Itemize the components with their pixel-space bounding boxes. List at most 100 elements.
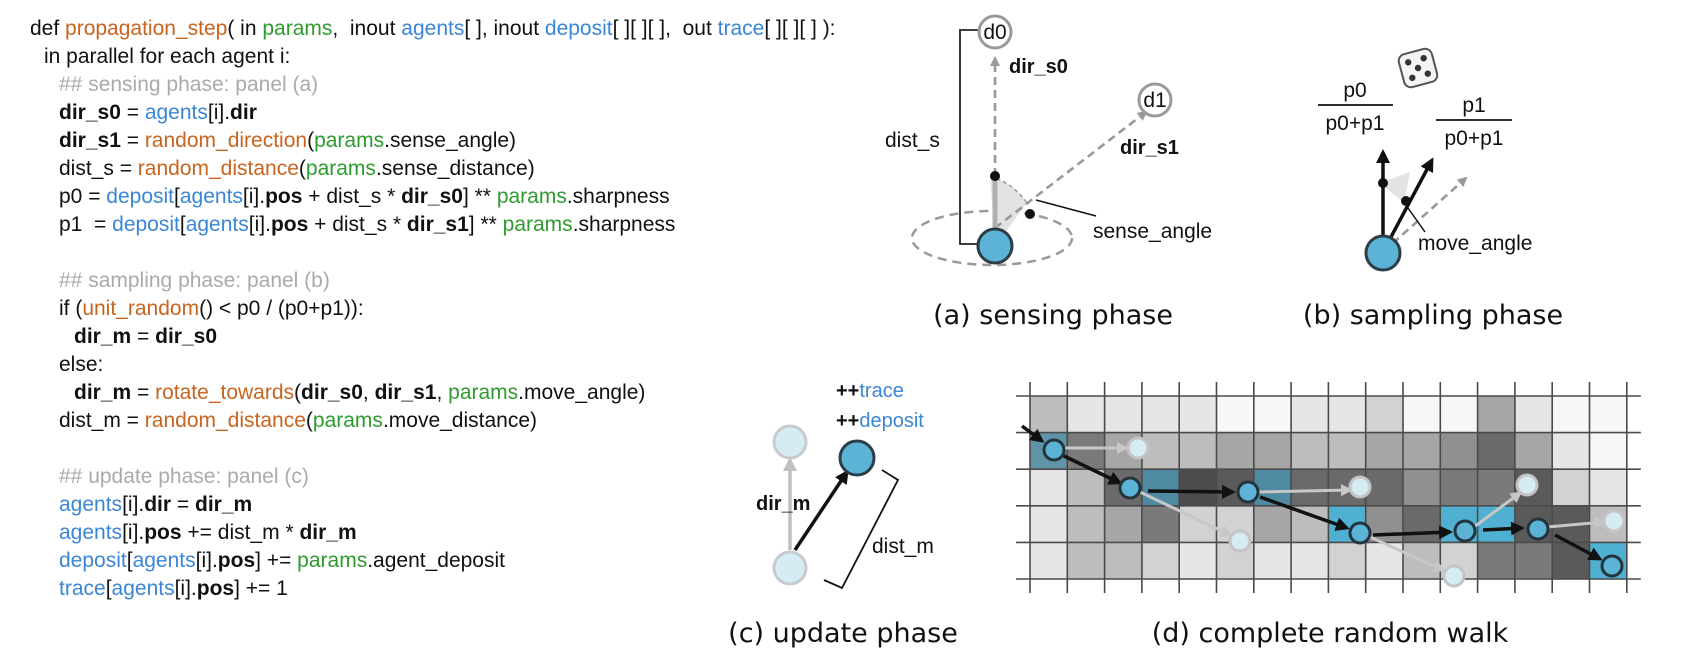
p1-denominator: p0+p1	[1445, 127, 1504, 150]
dist-m-label: dist_m	[872, 535, 934, 558]
sense-distance-ellipse	[910, 209, 1074, 267]
code-line-14: dist_m = random_distance(params.move_dis…	[59, 409, 538, 432]
grid-cell	[1141, 396, 1180, 434]
grid-cell	[1440, 469, 1479, 507]
grid-cell	[1253, 505, 1292, 543]
panel-d-random-walk: (d) complete random walk	[1016, 382, 1641, 649]
caption-b: (b) sampling phase	[1303, 300, 1563, 331]
walk-agent-2	[1118, 476, 1142, 500]
grid-cell	[1216, 432, 1255, 470]
walk-step-5	[1482, 521, 1525, 536]
reject-arrow-4	[1369, 535, 1446, 572]
grid-cell	[1179, 396, 1218, 434]
grid-cell	[1179, 505, 1218, 543]
code-line-16: agents[i].dir = dir_m	[59, 493, 253, 516]
code-line-5: dir_s1 = random_direction(params.sense_a…	[59, 129, 517, 152]
walk-agent-5	[1453, 519, 1477, 543]
walk-agent-7	[1600, 554, 1624, 578]
code-comment-sensing: ## sensing phase: panel (a)	[59, 73, 319, 96]
grid-cell	[1141, 469, 1180, 507]
grid-cell	[1477, 396, 1516, 434]
dice-icon	[1397, 47, 1439, 89]
sense-angle-leader	[1035, 199, 1097, 217]
code-comment-sampling: ## sampling phase: panel (b)	[59, 269, 330, 292]
sample-point-s0	[1378, 178, 1388, 188]
agent-ghost-top	[772, 424, 808, 460]
grid-cell	[1067, 432, 1106, 470]
caption-a: (a) sensing phase	[933, 300, 1173, 331]
code-line-10: if (unit_random() < p0 / (p0+p1)):	[59, 297, 364, 320]
reject-arrow-3	[1139, 490, 1233, 537]
code-line-11: dir_m = dir_s0	[74, 325, 217, 348]
grid-cell	[1477, 432, 1516, 470]
walk-agent-3	[1236, 480, 1260, 504]
grid-cell	[1179, 432, 1218, 470]
grid-cell	[1030, 469, 1068, 507]
panel-c-update: ++trace ++deposit dir_m dist_m (c) updat…	[728, 380, 958, 649]
deposit-grid	[1030, 396, 1628, 580]
p0-numerator: p0	[1343, 79, 1366, 102]
grid-cell	[1067, 505, 1106, 543]
grid-cell	[1104, 396, 1143, 434]
grid-cell	[1514, 396, 1553, 434]
dir-s1-arrow	[994, 110, 1148, 230]
walk-agent-4	[1348, 521, 1372, 545]
d1-label: d1	[1143, 89, 1166, 112]
d0-label: d0	[983, 21, 1006, 44]
code-line-19: trace[agents[i].pos] += 1	[59, 577, 288, 600]
p1-numerator: p1	[1462, 94, 1485, 117]
panel-a-sensing: d0 d1 dir_s0 dir_s1 dist_s sense_angle (…	[885, 14, 1212, 331]
grid-cell	[1067, 469, 1106, 507]
sense-angle-label: sense_angle	[1093, 220, 1212, 243]
code-line-8: p1 = deposit[agents[i].pos + dist_s * di…	[59, 213, 676, 236]
agent-node	[976, 227, 1014, 265]
panel-b-sampling: p0 p0+p1 p1 p0+p1 move_angle (b) samplin…	[1303, 47, 1563, 331]
grid-cell	[1067, 396, 1106, 434]
dist-s-label: dist_s	[885, 129, 940, 152]
agent-node-c	[838, 439, 876, 477]
sense-point-s1	[1025, 209, 1035, 219]
reject-arrow-2	[1256, 484, 1353, 497]
grid-cell	[1552, 396, 1591, 434]
deposit-increment-label: ++deposit	[836, 410, 924, 432]
reject-arrow-6	[1546, 516, 1607, 529]
grid-cell	[1589, 469, 1628, 507]
grid-cell	[1403, 396, 1441, 434]
dist-m-bracket	[823, 469, 900, 590]
caption-c: (c) update phase	[728, 618, 958, 649]
grid-cell	[1440, 432, 1479, 470]
grid-cell	[1365, 396, 1404, 434]
grid-cell	[1514, 542, 1553, 580]
grid-cell	[1365, 432, 1404, 470]
code-comment-update: ## update phase: panel (c)	[59, 465, 309, 488]
reject-point-6	[1602, 509, 1626, 533]
grid-cell	[1104, 542, 1143, 580]
grid-cell	[1253, 432, 1292, 470]
grid-cell	[1552, 542, 1591, 580]
move-angle-wedge	[1380, 172, 1410, 203]
dir-s0-label: dir_s0	[1009, 56, 1068, 78]
reject-point-4	[1442, 564, 1466, 588]
grid-cell	[1141, 505, 1180, 543]
code-line-4: dir_s0 = agents[i].dir	[59, 101, 257, 124]
reject-point-2	[1348, 475, 1372, 499]
grid-cell	[1328, 542, 1367, 580]
move-angle-leader	[1407, 207, 1426, 233]
walk-step-2	[1147, 484, 1236, 499]
walk-entry-arrow	[1020, 424, 1045, 443]
grid-cell	[1514, 432, 1553, 470]
grid-cell	[1104, 505, 1143, 543]
grid-cell	[1552, 469, 1591, 507]
dir-m-label: dir_m	[756, 493, 810, 515]
code-line-18: deposit[agents[i].pos] += params.agent_d…	[59, 549, 505, 572]
grid-cell	[1552, 432, 1591, 470]
agent-ghost-bottom	[772, 550, 808, 586]
walk-step-6	[1554, 533, 1603, 561]
walk-agent-1	[1042, 438, 1066, 462]
code-line-12: else:	[59, 353, 104, 376]
grid-cell	[1030, 396, 1068, 434]
dir-m-new-arrow	[793, 469, 849, 551]
reject-point-3	[1228, 529, 1252, 553]
code-line-17: agents[i].pos += dist_m * dir_m	[59, 521, 357, 544]
grid-cell	[1253, 396, 1292, 434]
